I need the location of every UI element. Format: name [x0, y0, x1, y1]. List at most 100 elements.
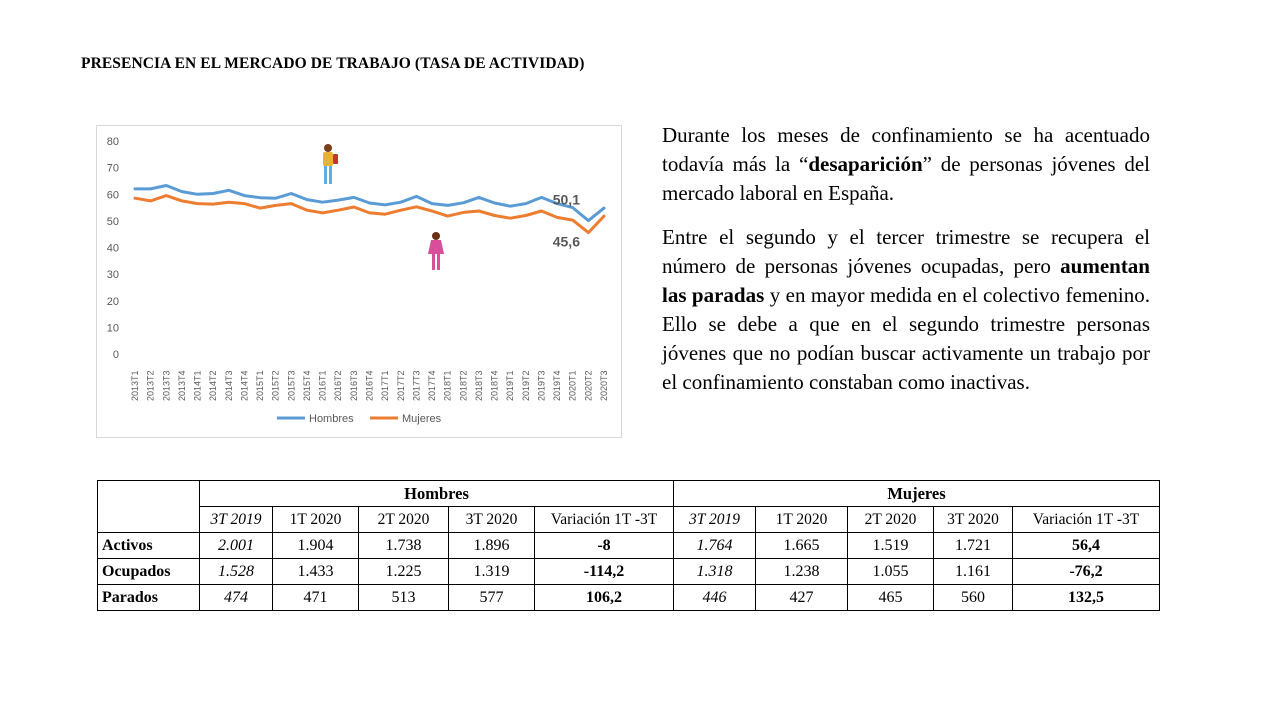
data-table-wrap: Hombres Mujeres 3T 2019 1T 2020 2T 2020 3T …: [97, 480, 1160, 611]
paragraph-1: Durante los meses de confinamiento se ha…: [662, 121, 1150, 208]
table-cell: 56,4: [1012, 532, 1160, 559]
group-hombres: Hombres: [199, 480, 674, 507]
x-tick-label: 2014T1: [193, 370, 203, 401]
x-tick-label: 2018T1: [443, 370, 453, 401]
x-tick-label: 2013T2: [146, 370, 156, 401]
x-tick-label: 2013T4: [177, 370, 187, 401]
x-tick-label: 2018T2: [458, 370, 468, 401]
table-row: Parados 474 471 513 577 106,2 446 427 465 560 132,…: [97, 584, 1160, 611]
x-tick-label: 2013T1: [130, 370, 140, 401]
row-label: Activos: [97, 532, 200, 559]
y-tick-label: 20: [107, 296, 119, 308]
x-tick-label: 2016T1: [318, 370, 328, 401]
y-tick-label: 40: [107, 243, 119, 255]
x-tick-label: 2017T3: [411, 370, 421, 401]
line-chart-svg: 0 10 20 30 40 50 60 70 80 2013T1 2013T2 2013T3 2013T…: [107, 136, 609, 425]
x-tick-label: 2015T1: [255, 370, 265, 401]
table-cell: 1.055: [847, 558, 934, 585]
y-tick-label: 10: [107, 322, 119, 334]
x-tick-label: 2020T1: [568, 370, 578, 401]
table-cell: 1.528: [199, 558, 273, 585]
x-tick-label: 2020T2: [583, 370, 593, 401]
body-text: Durante los meses de confinamiento se ha…: [662, 121, 1150, 412]
table-cell: 1.519: [847, 532, 934, 559]
column-header: 3T 2020: [448, 506, 535, 533]
column-header: 3T 2019: [673, 506, 756, 533]
table-cell: 106,2: [534, 584, 674, 611]
column-header: Variación 1T -3T: [534, 506, 674, 533]
y-tick-label: 0: [113, 349, 119, 361]
x-tick-label: 2017T1: [380, 370, 390, 401]
x-tick-label: 2014T3: [224, 370, 234, 401]
column-header: 2T 2020: [358, 506, 449, 533]
series-line-hombres: [133, 184, 606, 223]
table-cell: 446: [673, 584, 756, 611]
table-cell: 1.904: [272, 532, 359, 559]
x-tick-label: 2017T2: [396, 370, 406, 401]
x-tick-label: 2019T4: [552, 370, 562, 401]
x-tick-label: 2014T2: [208, 370, 218, 401]
x-tick-label: 2020T3: [599, 370, 609, 401]
column-header: 3T 2019: [199, 506, 273, 533]
x-tick-label: 2018T4: [490, 370, 500, 401]
table-cell: 1.161: [933, 558, 1013, 585]
table-row: Activos 2.001 1.904 1.738 1.896 -8 1.764 1.665 1…: [97, 532, 1160, 559]
group-header-row: Hombres Mujeres: [97, 480, 1160, 533]
table-cell: 471: [272, 584, 359, 611]
column-header: 1T 2020: [755, 506, 848, 533]
y-tick-label: 50: [107, 216, 119, 228]
woman-figure-icon: [428, 232, 444, 270]
table-cell: 1.721: [933, 532, 1013, 559]
x-tick-label: 2019T3: [536, 370, 546, 401]
x-tick-label: 2019T1: [505, 370, 515, 401]
column-header: Variación 1T -3T: [1012, 506, 1160, 533]
table-cell: 427: [755, 584, 848, 611]
paragraph-2: Entre el segundo y el tercer trimestre s…: [662, 223, 1150, 397]
labour-table: Hombres Mujeres 3T 2019 1T 2020 2T 2020 3T …: [97, 480, 1160, 611]
table-cell: -8: [534, 532, 674, 559]
table-cell: 474: [199, 584, 273, 611]
x-tick-label: 2013T3: [161, 370, 171, 401]
x-tick-label: 2017T4: [427, 370, 437, 401]
y-tick-label: 80: [107, 136, 119, 148]
table-cell: 1.896: [448, 532, 535, 559]
x-tick-label: 2016T4: [365, 370, 375, 401]
table-cell: 560: [933, 584, 1013, 611]
table-cell: 1.238: [755, 558, 848, 585]
x-tick-label: 2016T3: [349, 370, 359, 401]
table-row: Ocupados 1.528 1.433 1.225 1.319 -114,2 1.318 1…: [97, 558, 1160, 585]
p2-bold: aumentan las paradas: [662, 254, 1150, 307]
table-cell: 1.738: [358, 532, 449, 559]
table-cell: 513: [358, 584, 449, 611]
legend-label: Hombres: [309, 413, 354, 425]
table-cell: 1.319: [448, 558, 535, 585]
row-label: Ocupados: [97, 558, 200, 585]
table-cell: 465: [847, 584, 934, 611]
table-cell: 1.225: [358, 558, 449, 585]
table-cell: 1.318: [673, 558, 756, 585]
table-cell: 577: [448, 584, 535, 611]
table-cell: -114,2: [534, 558, 674, 585]
activity-rate-chart: 0 10 20 30 40 50 60 70 80 2013T1 2013T2 2013T3 2013T…: [96, 125, 622, 438]
table-cell: 2.001: [199, 532, 273, 559]
column-header: 2T 2020: [847, 506, 934, 533]
p2-text-c: y en mayor medida en el colectivo femeni…: [662, 283, 1151, 394]
row-label: Parados: [97, 584, 200, 611]
group-mujeres: Mujeres: [673, 480, 1160, 507]
column-header-row: 3T 2019 1T 2020 2T 2020 3T 2020 Variación 1T…: [98, 506, 1160, 533]
table-cell: 1.433: [272, 558, 359, 585]
data-label: 45,6: [553, 234, 580, 250]
p1-bold: desaparición: [808, 152, 923, 176]
x-tick-label: 2015T2: [271, 370, 281, 401]
x-tick-label: 2016T2: [333, 370, 343, 401]
y-tick-label: 30: [107, 269, 119, 281]
table-cell: 132,5: [1012, 584, 1160, 611]
y-tick-label: 60: [107, 189, 119, 201]
x-tick-label: 2018T3: [474, 370, 484, 401]
p2-text-a: Entre el segundo y el tercer trimestre s…: [662, 225, 1150, 278]
legend-label: Mujeres: [402, 413, 442, 425]
x-tick-label: 2015T3: [286, 370, 296, 401]
table-cell: -76,2: [1012, 558, 1160, 585]
x-tick-label: 2019T2: [521, 370, 531, 401]
series-line-mujeres: [133, 194, 606, 235]
